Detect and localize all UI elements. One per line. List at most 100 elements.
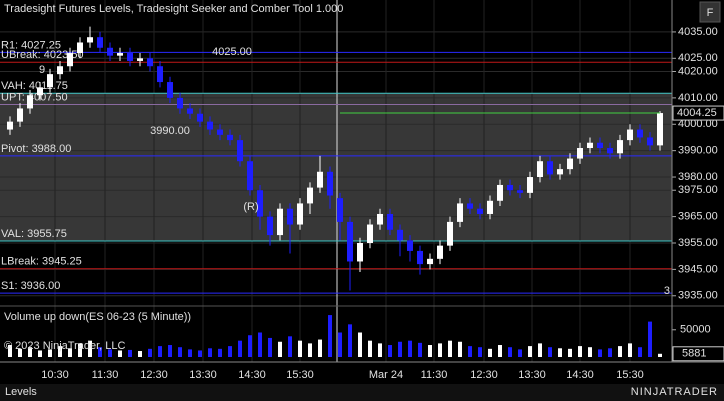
chart-title: Tradesight Futures Levels, Tradesight Se… xyxy=(4,3,343,15)
candle-body xyxy=(207,121,213,130)
candle-body xyxy=(507,184,513,191)
candle-body xyxy=(357,242,363,262)
volume-bar xyxy=(458,341,462,357)
tab-label[interactable]: Levels xyxy=(5,386,37,398)
annotation: 4025.00 xyxy=(212,46,252,58)
candle-body xyxy=(137,58,143,61)
volume-bar xyxy=(178,347,182,357)
candle-body xyxy=(217,129,223,135)
y-tick-label: 4000.00 xyxy=(678,118,718,130)
volume-bar xyxy=(588,347,592,357)
volume-bar xyxy=(188,349,192,357)
x-tick-label: 14:30 xyxy=(238,369,266,381)
button-box[interactable] xyxy=(699,1,721,23)
volume-bar xyxy=(348,324,352,357)
y-tick-label: 3935.00 xyxy=(678,290,718,302)
x-tick-label: 12:30 xyxy=(470,369,498,381)
y-tick-label: 3980.00 xyxy=(678,171,718,183)
y-tick-label: 3955.00 xyxy=(678,237,718,249)
candle-body xyxy=(227,134,233,141)
volume-bar xyxy=(628,343,632,357)
x-tick-label: 10:30 xyxy=(41,369,69,381)
volume-bar xyxy=(528,346,532,357)
volume-marker xyxy=(672,346,724,362)
volume-marker-label: 5881 xyxy=(682,348,706,360)
candle-body xyxy=(317,171,323,188)
volume-bar xyxy=(158,346,162,357)
annotation: 3990.00 xyxy=(150,125,190,137)
candle-body xyxy=(337,198,343,222)
candle-body xyxy=(37,87,43,96)
volume-bar xyxy=(618,346,622,357)
volume-bar xyxy=(168,345,172,357)
candle-body xyxy=(387,213,393,230)
candle-body xyxy=(57,66,63,75)
level-label: VAH: 4011.75 xyxy=(1,80,68,92)
volume-bar xyxy=(318,339,322,357)
volume-bar xyxy=(148,348,152,357)
candle-body xyxy=(527,177,533,193)
x-tick-label: 15:30 xyxy=(286,369,314,381)
volume-bar xyxy=(388,345,392,357)
volume-bar xyxy=(508,347,512,357)
button-label[interactable]: F xyxy=(707,7,714,19)
candle-body xyxy=(297,203,303,225)
level-label: Pivot: 3988.00 xyxy=(1,143,71,155)
candle-body xyxy=(557,169,563,175)
volume-bar xyxy=(548,347,552,357)
candle-body xyxy=(27,95,33,109)
candle-body xyxy=(607,148,613,154)
volume-bar xyxy=(658,353,662,357)
candle-body xyxy=(477,208,483,214)
volume-bar xyxy=(428,345,432,357)
volume-bar xyxy=(308,343,312,357)
candle-body xyxy=(167,82,173,98)
volume-bar xyxy=(128,349,132,357)
candle-body xyxy=(107,47,113,56)
price-marker xyxy=(672,105,724,121)
volume-bar xyxy=(118,350,122,357)
volume-bar xyxy=(18,348,22,357)
volume-bar xyxy=(398,341,402,357)
candle-body xyxy=(127,53,133,61)
volume-bar xyxy=(8,345,12,357)
candle-body xyxy=(457,203,463,222)
candle-body xyxy=(147,58,153,67)
volume-bar xyxy=(288,336,292,357)
y-tick-label: 3975.00 xyxy=(678,184,718,196)
candle-body xyxy=(17,108,23,122)
candle-body xyxy=(7,121,13,130)
volume-bar xyxy=(648,321,652,357)
volume-bar xyxy=(218,348,222,357)
x-tick-label: 15:30 xyxy=(616,369,644,381)
volume-bar xyxy=(488,348,492,357)
candle-body xyxy=(487,200,493,214)
volume-bar xyxy=(378,343,382,357)
level-label: VAL: 3955.75 xyxy=(1,228,67,240)
volume-bar xyxy=(278,341,282,357)
x-tick-label: Mar 24 xyxy=(369,369,403,381)
y-tick-label: 4020.00 xyxy=(678,65,718,77)
candle-body xyxy=(437,245,443,259)
candle-body xyxy=(377,213,383,225)
y-tick-label: 3965.00 xyxy=(678,211,718,223)
candle-body xyxy=(197,113,203,122)
volume-bar xyxy=(208,348,212,357)
volume-bar xyxy=(558,348,562,357)
annotation: 3 xyxy=(664,285,670,297)
volume-bar xyxy=(598,349,602,357)
volume-bar xyxy=(138,351,142,357)
y-tick-label: 4035.00 xyxy=(678,26,718,38)
volume-bar xyxy=(68,348,72,357)
y-tick-label: 4010.00 xyxy=(678,92,718,104)
candle-body xyxy=(347,221,353,262)
x-tick-label: 13:30 xyxy=(189,369,217,381)
candle-body xyxy=(597,142,603,149)
tab-bar xyxy=(0,384,724,401)
candle-body xyxy=(287,208,293,225)
volume-bar xyxy=(438,343,442,357)
volume-bar xyxy=(268,337,272,357)
volume-bar xyxy=(538,343,542,357)
